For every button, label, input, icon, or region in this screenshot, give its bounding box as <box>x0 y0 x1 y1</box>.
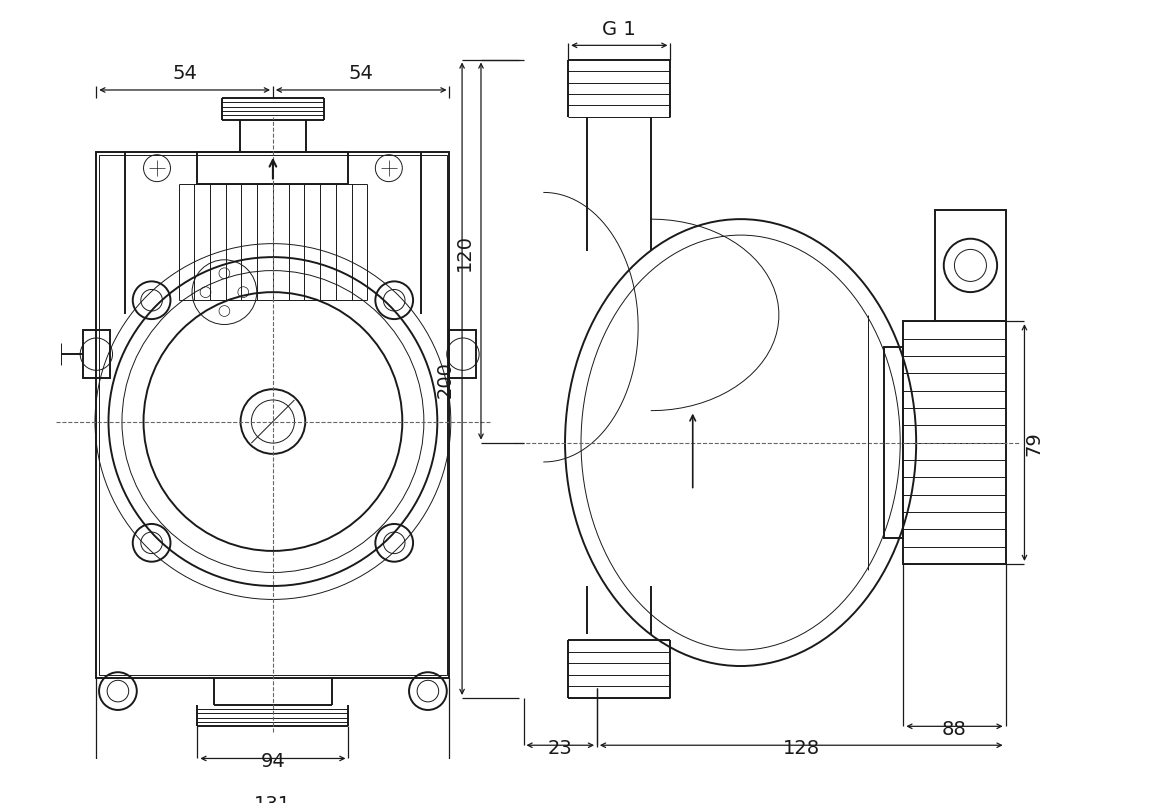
Text: 200: 200 <box>436 361 454 397</box>
Bar <box>198 153 349 185</box>
Bar <box>450 331 477 379</box>
Bar <box>83 331 110 379</box>
Text: 79: 79 <box>1025 430 1043 455</box>
Bar <box>936 210 1006 322</box>
Text: 128: 128 <box>782 738 820 756</box>
Bar <box>884 348 903 539</box>
Text: G 1: G 1 <box>602 20 636 39</box>
Bar <box>100 156 446 675</box>
Text: 54: 54 <box>349 64 374 84</box>
Text: 23: 23 <box>548 738 573 756</box>
Bar <box>903 322 1006 565</box>
Text: 54: 54 <box>172 64 197 84</box>
Text: 120: 120 <box>454 233 473 271</box>
Text: 94: 94 <box>260 751 286 770</box>
Text: 88: 88 <box>943 719 967 738</box>
Bar <box>96 153 450 678</box>
Text: 131: 131 <box>254 794 292 803</box>
